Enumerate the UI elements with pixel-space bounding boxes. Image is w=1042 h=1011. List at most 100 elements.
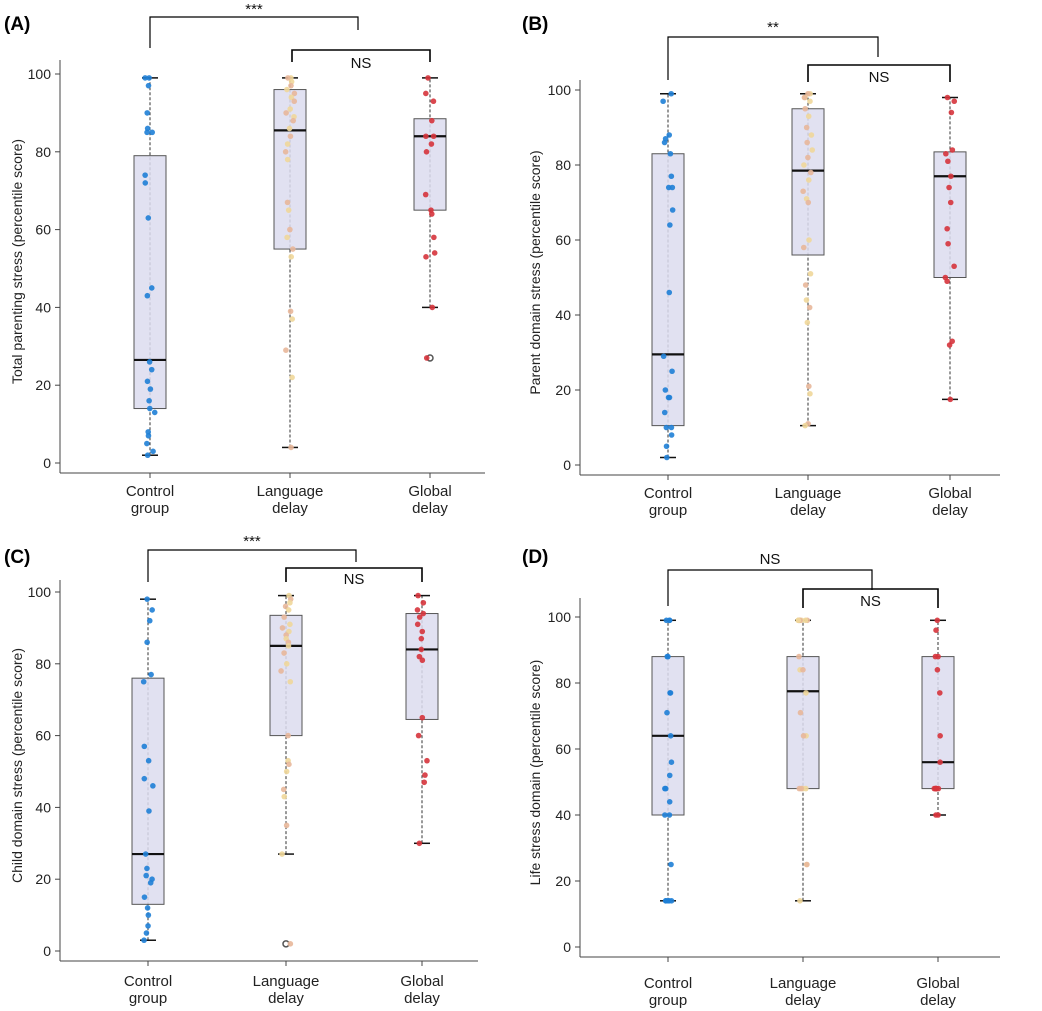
y-tick-label: 20 bbox=[35, 871, 51, 887]
data-point bbox=[806, 304, 813, 311]
x-tick-label-line: delay bbox=[412, 500, 448, 517]
data-point bbox=[147, 879, 154, 886]
x-tick-label-line: group bbox=[131, 500, 169, 517]
y-tick-label: 0 bbox=[563, 939, 571, 955]
data-point bbox=[424, 757, 430, 764]
x-tick-label: Control group bbox=[124, 973, 172, 1007]
data-point bbox=[149, 607, 155, 613]
data-point bbox=[431, 250, 438, 256]
data-point bbox=[803, 297, 810, 303]
data-point bbox=[667, 733, 674, 739]
x-tick-label-line: Language bbox=[770, 975, 837, 992]
data-point bbox=[428, 141, 435, 147]
y-tick-label: 80 bbox=[555, 675, 571, 691]
x-tick-label-line: group bbox=[649, 502, 687, 519]
x-tick-label: Language delay bbox=[253, 973, 320, 1007]
y-axis-label: Parent domain stress (percentile score) bbox=[527, 150, 543, 394]
data-point bbox=[287, 106, 294, 112]
significance-bracket bbox=[667, 569, 873, 606]
x-tick-label-line: delay bbox=[272, 500, 308, 517]
data-point bbox=[142, 75, 148, 81]
data-point bbox=[431, 234, 437, 241]
y-tick-label: 40 bbox=[555, 807, 571, 823]
data-point bbox=[809, 147, 816, 153]
y-tick-label: 40 bbox=[35, 799, 51, 815]
box bbox=[651, 153, 685, 427]
data-point bbox=[660, 98, 666, 105]
data-point bbox=[668, 424, 675, 431]
significance-bracket bbox=[285, 567, 423, 582]
data-point bbox=[414, 607, 421, 613]
data-point bbox=[423, 355, 430, 361]
y-tick-label: 20 bbox=[555, 873, 571, 889]
data-point bbox=[662, 387, 669, 393]
data-point bbox=[422, 772, 428, 778]
data-point bbox=[430, 133, 437, 140]
data-point bbox=[281, 650, 287, 656]
y-axis-label: Child domain stress (percentile score) bbox=[9, 648, 25, 883]
data-point bbox=[285, 607, 292, 613]
panel-label: (B) bbox=[522, 14, 548, 35]
data-point bbox=[141, 937, 147, 944]
data-point bbox=[420, 599, 427, 606]
data-point bbox=[667, 222, 673, 228]
data-point bbox=[934, 667, 941, 673]
data-point bbox=[146, 397, 152, 404]
data-point bbox=[284, 234, 290, 241]
data-point bbox=[425, 75, 431, 81]
x-tick-label-line: group bbox=[129, 990, 167, 1007]
data-point bbox=[668, 432, 675, 438]
data-point bbox=[933, 785, 940, 792]
x-tick-label: Control group bbox=[644, 975, 692, 1009]
x-tick-label: Control group bbox=[126, 483, 174, 517]
significance-label: *** bbox=[245, 1, 263, 18]
y-axis-label: Total parenting stress (percentile score… bbox=[9, 139, 25, 384]
y-tick-label: 20 bbox=[35, 377, 51, 393]
y-tick-label: 60 bbox=[555, 232, 571, 248]
data-point bbox=[668, 173, 675, 180]
data-point bbox=[146, 808, 152, 814]
data-point bbox=[933, 812, 939, 818]
data-point bbox=[937, 759, 943, 765]
data-point bbox=[141, 743, 148, 750]
data-point bbox=[415, 592, 421, 599]
significance-label: *** bbox=[243, 533, 261, 550]
data-point bbox=[662, 812, 668, 818]
data-point bbox=[805, 90, 811, 97]
significance-label: NS bbox=[760, 551, 781, 568]
y-tick-label: 0 bbox=[43, 943, 51, 959]
data-point bbox=[290, 117, 297, 124]
data-point bbox=[936, 690, 943, 696]
data-point bbox=[805, 113, 812, 120]
data-point bbox=[808, 132, 815, 138]
data-point bbox=[662, 785, 668, 792]
x-tick-label-line: delay bbox=[932, 502, 968, 519]
data-point bbox=[932, 653, 939, 660]
data-point bbox=[144, 639, 150, 646]
data-point bbox=[423, 254, 429, 260]
data-point bbox=[800, 188, 806, 195]
data-point bbox=[151, 409, 158, 416]
data-point bbox=[287, 308, 294, 315]
data-point bbox=[283, 347, 289, 353]
y-tick-label: 80 bbox=[35, 656, 51, 672]
data-point bbox=[946, 342, 953, 348]
data-point bbox=[287, 226, 293, 233]
data-point bbox=[948, 173, 954, 180]
data-point bbox=[147, 386, 154, 392]
significance-bracket bbox=[802, 588, 939, 608]
data-point bbox=[279, 625, 286, 631]
data-point bbox=[669, 368, 675, 375]
data-point bbox=[666, 132, 673, 138]
y-tick-label: 40 bbox=[35, 299, 51, 315]
x-tick-label-line: Control bbox=[644, 485, 692, 502]
x-tick-label: Global delay bbox=[400, 973, 443, 1007]
data-point bbox=[286, 125, 293, 132]
data-point bbox=[944, 94, 951, 101]
data-point bbox=[290, 246, 296, 252]
data-point bbox=[286, 761, 292, 768]
data-point bbox=[802, 282, 809, 288]
data-point bbox=[797, 709, 804, 716]
box bbox=[413, 118, 447, 211]
